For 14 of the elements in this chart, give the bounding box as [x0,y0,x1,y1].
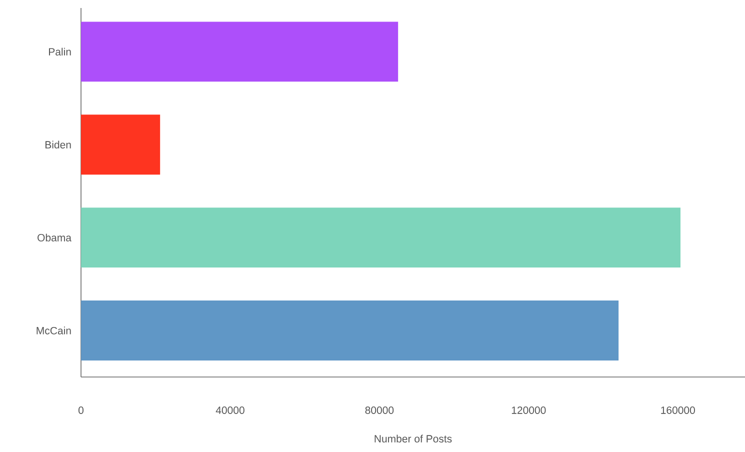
bar [81,208,680,268]
y-tick-label: Obama [38,234,72,242]
y-tick-label: Palin [49,48,71,56]
x-tick-label: 120000 [512,406,546,414]
bar [81,22,398,82]
x-tick-label: 0 [78,406,84,414]
x-tick-label: 40000 [216,406,244,414]
y-tick-label: McCain [36,326,71,334]
bar [81,114,160,175]
x-tick-label: 80000 [365,406,394,414]
y-tick-label: Biden [45,140,71,148]
x-tick-label: 160000 [661,406,695,414]
bar [81,300,619,360]
x-axis-title: Number of Posts [374,434,452,442]
